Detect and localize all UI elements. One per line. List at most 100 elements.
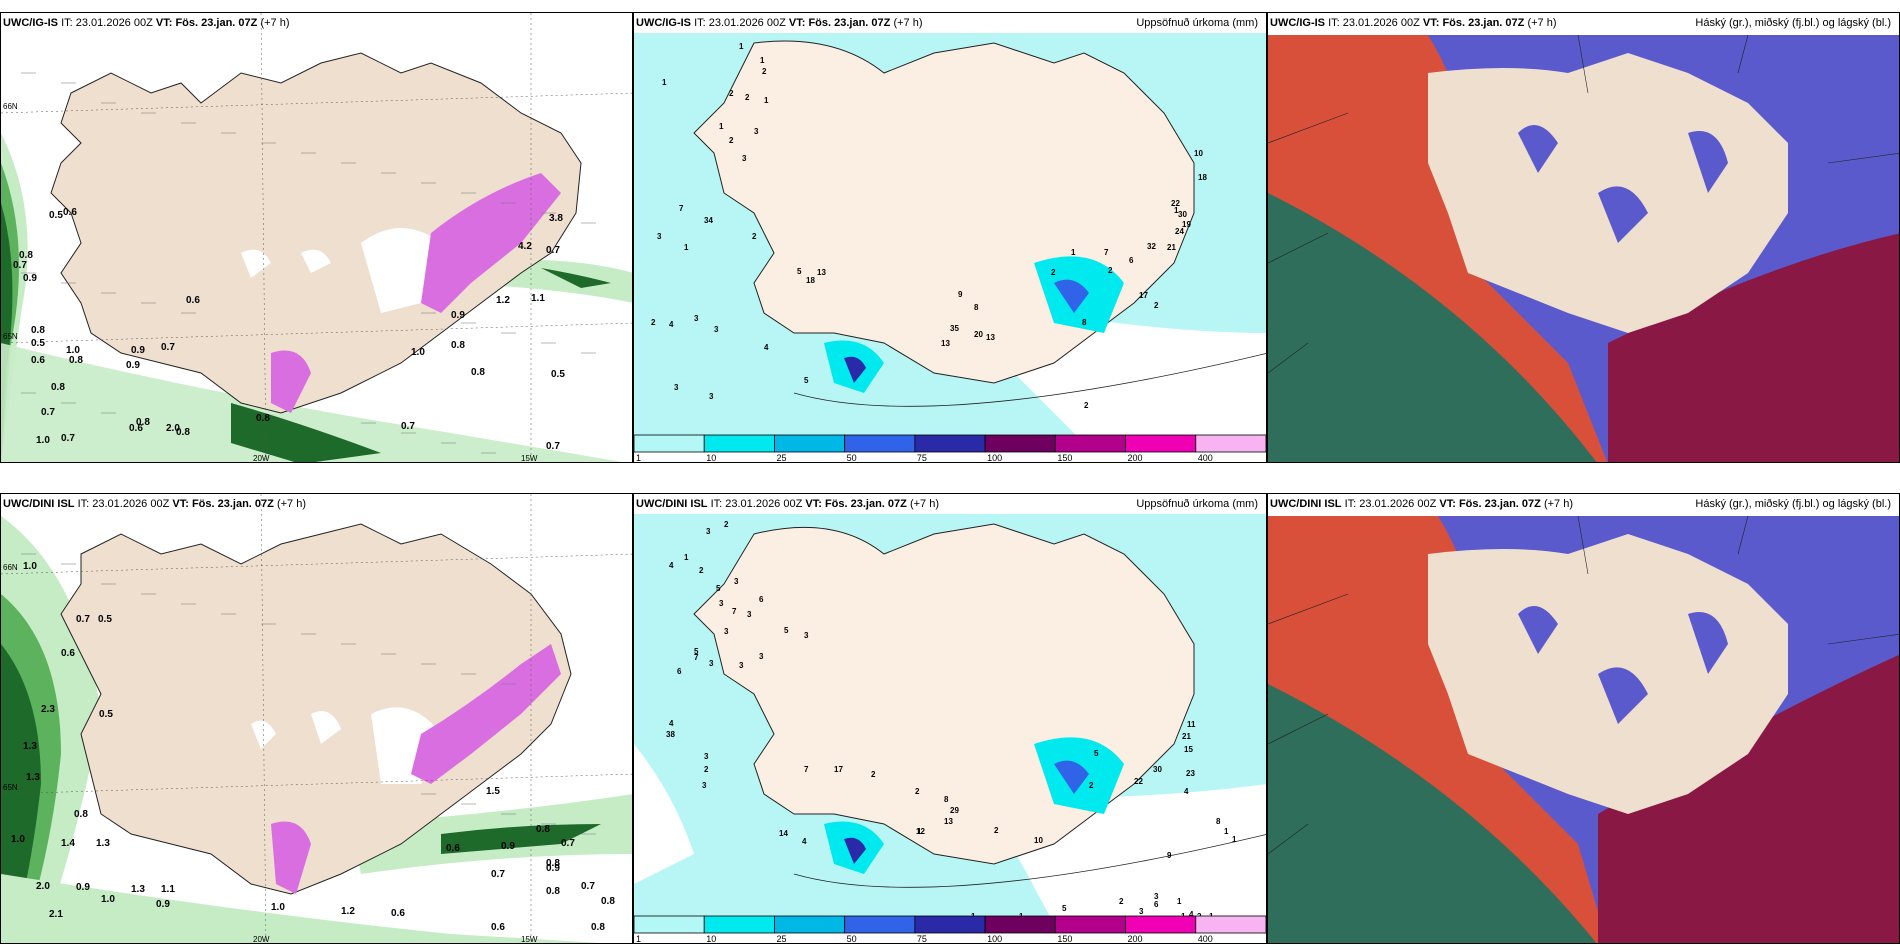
precip-value-label: 14 <box>779 829 788 838</box>
wind-value-label: 1.2 <box>341 906 355 917</box>
precip-value-label: 8 <box>1216 817 1221 826</box>
precip-value-label: 7 <box>694 653 699 662</box>
precip-magenta <box>271 173 561 413</box>
vt-value: Fös. 23.jan. 07Z <box>1458 498 1541 510</box>
precip-cells <box>824 737 1124 874</box>
coast-line <box>793 834 1266 888</box>
precip-value-label: 30 <box>1178 210 1187 219</box>
wind-value-label: 0.6 <box>186 295 200 306</box>
model-name: UWC/DINI ISL <box>3 498 75 510</box>
colorbar-tick-label: 25 <box>776 453 786 463</box>
wind-value-label: 0.7 <box>546 441 560 452</box>
lead-time: (+7 h) <box>893 17 923 29</box>
precip-value-label: 10 <box>1194 149 1203 158</box>
cloud-dark <box>1598 654 1899 943</box>
precip-value-label: 10 <box>1034 836 1043 845</box>
wind-value-label: 1.4 <box>61 838 75 849</box>
precip-cells <box>824 256 1124 393</box>
precip-value-label: 2 <box>1119 897 1124 906</box>
wind-value-label: 0.9 <box>501 841 515 852</box>
precip-value-label: 3 <box>1139 907 1144 916</box>
iceland-land <box>50 52 582 414</box>
wind-value-label: 1.3 <box>23 741 37 752</box>
wind-value-label: 1.0 <box>23 561 37 572</box>
colorbar-tick-label: 200 <box>1128 934 1143 944</box>
cloud-dark <box>1608 233 1899 462</box>
wind-value-label: 0.8 <box>51 382 65 393</box>
precip-value-label: 5 <box>716 584 721 593</box>
precip-value-label: 2 <box>1051 268 1056 277</box>
lead-time: (+7 h) <box>260 17 290 29</box>
wind-value-label: 0.7 <box>161 342 175 353</box>
precip-value-label: 3 <box>719 599 724 608</box>
precip-value-label: 1 <box>1174 206 1179 215</box>
wind-value-labels: 1.0 0.7 0.5 0.6 2.3 0.5 1.3 1.3 0.8 1.0 1.4 1.3 2.0 0… <box>11 561 615 933</box>
graticule <box>1 13 632 462</box>
precip-value-label: 3 <box>759 652 764 661</box>
precip-title: Uppsöfnuð úrkoma (mm) <box>1136 17 1258 29</box>
precip-value-label: 4 <box>669 561 674 570</box>
precip-value-label: 2 <box>724 520 729 529</box>
wind-value-label: 1.1 <box>161 884 175 895</box>
precip-value-label: 13 <box>941 339 950 348</box>
precip-value-label: 4 <box>669 719 674 728</box>
colorbar-tick-label: 75 <box>917 934 927 944</box>
precip-value-label: 7 <box>804 765 809 774</box>
wind-value-label: 4.2 <box>518 241 532 252</box>
precip-value-label: 6 <box>677 667 682 676</box>
cloud-low-patches <box>1518 125 1728 243</box>
colorbar-tick-label: 150 <box>1057 934 1072 944</box>
precip-value-label: 1 <box>917 827 922 836</box>
wind-value-label: 0.9 <box>451 310 465 321</box>
precip-value-label: 2 <box>1084 401 1089 410</box>
precip-value-label: 4 <box>1189 910 1194 919</box>
graticule <box>1 494 632 943</box>
vt-label: VT: <box>155 17 173 29</box>
precip-value-label: 18 <box>806 276 815 285</box>
precip-value-label: 2 <box>994 826 999 835</box>
colorbar-swatch <box>1054 915 1126 934</box>
precip-value-label: 2 <box>729 136 734 145</box>
colorbar-swatch <box>984 915 1056 934</box>
precip-value-label: 4 <box>764 343 769 352</box>
precip-value-label: 2 <box>871 770 876 779</box>
cloud-low-patches <box>1518 606 1728 724</box>
precip-value-label: 13 <box>817 268 826 277</box>
wind-value-label: 0.8 <box>601 896 615 907</box>
precip-value-label: 20 <box>974 330 983 339</box>
wind-value-label: 0.7 <box>491 869 505 880</box>
colorbar-tick-label: 10 <box>706 934 716 944</box>
wind-value-label: 0.7 <box>41 407 55 418</box>
precip-value-label: 3 <box>747 610 752 619</box>
cloud-high <box>1268 193 1597 462</box>
precip-value-label: 3 <box>714 325 719 334</box>
wind-precip-panel-row1: UWC/IG-IS IT: 23.01.2026 00Z VT: Fös. 23… <box>0 12 633 463</box>
precip-value-label: 1 <box>1224 827 1229 836</box>
wind-value-label: 2.1 <box>49 909 63 920</box>
colorbar-swatch <box>1125 434 1197 453</box>
precip-value-label: 7 <box>679 204 684 213</box>
it-value: 23.01.2026 00Z <box>725 498 803 510</box>
colorbar-swatch <box>703 915 775 934</box>
precip-value-label: 22 <box>1171 199 1180 208</box>
vt-label: VT: <box>1439 498 1456 510</box>
colorbar-swatch <box>1125 915 1197 934</box>
precip-value-label: 4 <box>669 320 674 329</box>
it-label: IT: <box>694 17 706 29</box>
panel-header: UWC/DINI ISL IT: 23.01.2026 00Z VT: Fös.… <box>1270 498 1895 510</box>
precip-value-label: 8 <box>974 303 979 312</box>
precip-value-label: 9 <box>958 290 963 299</box>
precip-value-label: 3 <box>804 631 809 640</box>
colorbar-swatch <box>914 915 986 934</box>
cloud-panel-row2: UWC/DINI ISL IT: 23.01.2026 00Z VT: Fös.… <box>1267 493 1900 944</box>
wind-value-label: 1.0 <box>66 345 80 356</box>
precip-value-label: 5 <box>797 267 802 276</box>
wind-barbs <box>21 553 596 835</box>
it-value: 23.01.2026 00Z <box>1359 498 1437 510</box>
vt-label: VT: <box>1422 17 1440 29</box>
precip-colorbar: 1 10 25 50 75 100 150 200 400 <box>634 434 1266 463</box>
colorbar-tick-label: 100 <box>987 453 1002 463</box>
wind-value-label: 0.5 <box>551 369 565 380</box>
precip-value-label: 6 <box>759 595 764 604</box>
